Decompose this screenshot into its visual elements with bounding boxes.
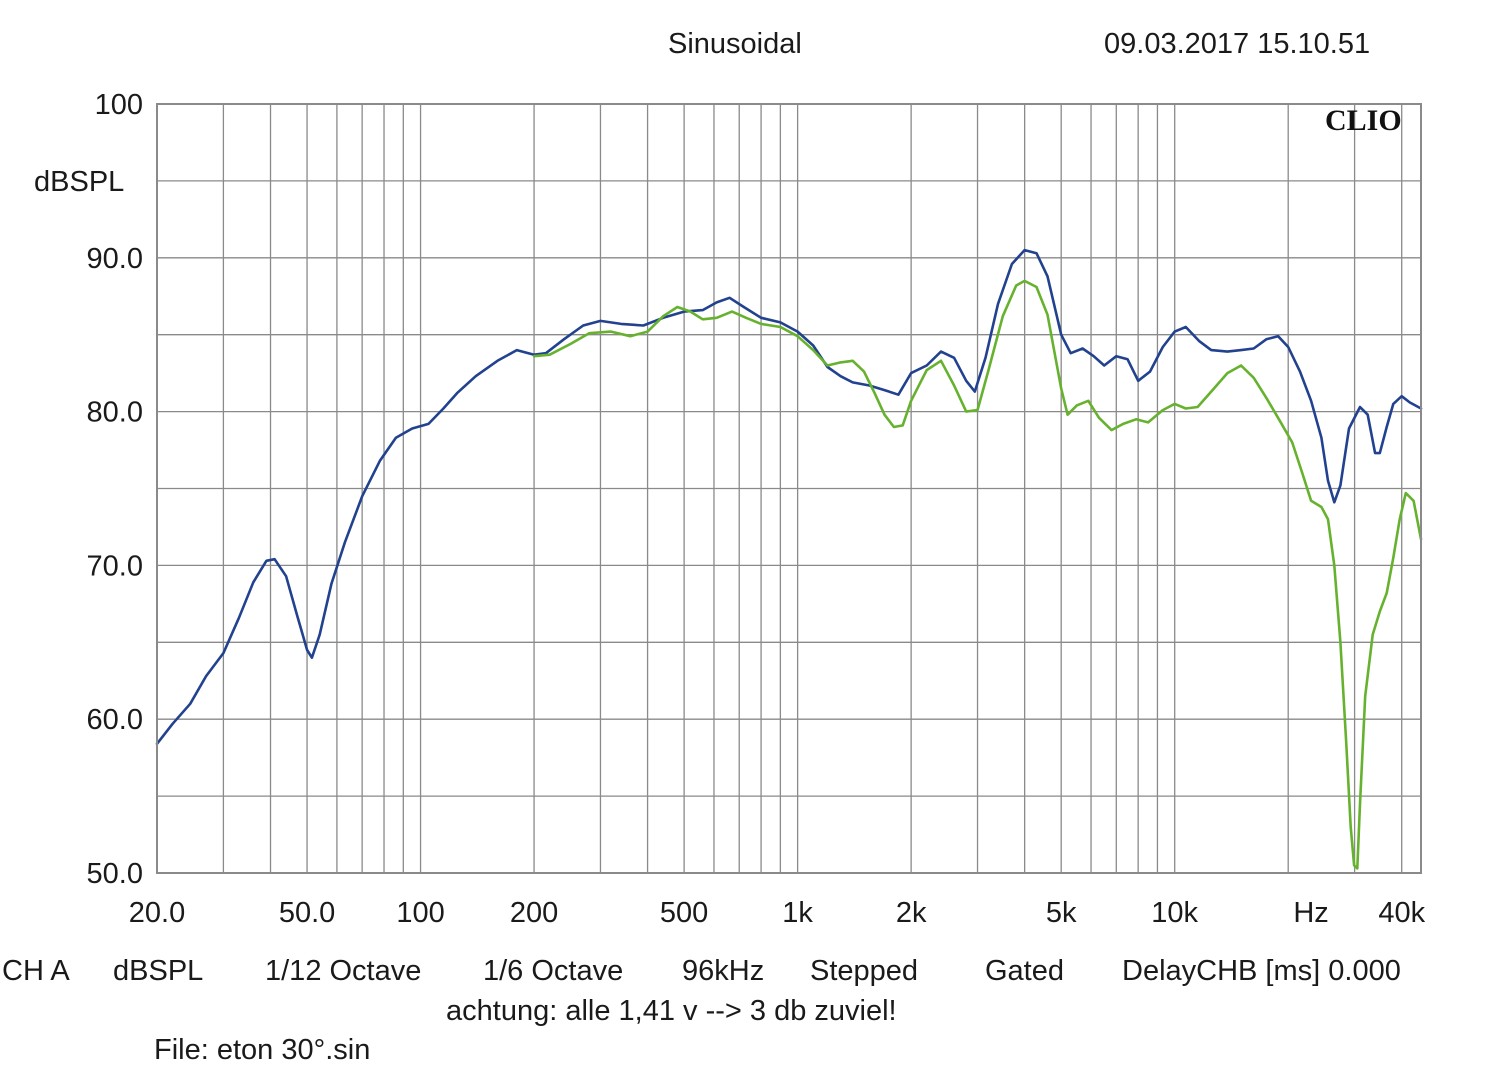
series-line-2 (532, 279, 1423, 870)
x-tick-label: 5k (1046, 897, 1077, 929)
y-tick-label: 70.0 (87, 550, 143, 582)
x-tick-label: 20.0 (129, 897, 185, 929)
y-tick-labels: 100 90.0 80.0 70.0 60.0 50.0 (87, 89, 143, 890)
y-tick-label: 100 (95, 89, 143, 121)
setting-stepped: Stepped (810, 955, 919, 987)
y-tick-label: 90.0 (87, 243, 143, 275)
x-tick-label: 10k (1151, 897, 1198, 929)
setting-unit: dBSPL (113, 955, 204, 987)
x-tick-label: 2k (896, 897, 927, 929)
grid-lines (157, 104, 1421, 873)
setting-delay: DelayCHB [ms] 0.000 (1122, 955, 1401, 987)
setting-resolution: 1/12 Octave (265, 955, 422, 987)
setting-samplerate: 96kHz (682, 955, 765, 987)
x-tick-label: 1k (782, 897, 813, 929)
plot-curves (155, 248, 1423, 870)
y-tick-label: 50.0 (87, 858, 143, 890)
setting-channel: CH A (2, 955, 70, 987)
y-axis-unit: dBSPL (34, 166, 125, 198)
x-tick-label: 100 (396, 897, 444, 929)
series-line-1 (155, 248, 1423, 746)
x-tick-label: 50.0 (279, 897, 335, 929)
setting-smoothing: 1/6 Octave (483, 955, 624, 987)
measurement-mode: Sinusoidal (668, 28, 802, 60)
x-tick-label: 500 (660, 897, 708, 929)
brand-logo: CLIO (1325, 104, 1402, 137)
setting-gated: Gated (985, 955, 1064, 987)
plot-frame (156, 103, 1422, 874)
measurement-datetime: 09.03.2017 15.10.51 (1104, 28, 1371, 60)
x-tick-label: Hz (1293, 897, 1328, 929)
y-tick-label: 80.0 (87, 397, 143, 429)
x-tick-label: 200 (510, 897, 558, 929)
footer-note: achtung: alle 1,41 v --> 3 db zuviel! (446, 995, 897, 1027)
x-tick-label: 40k (1378, 897, 1425, 929)
x-tick-labels: 20.0 50.0 100 200 500 1k 2k 5k 10k Hz 40k (129, 897, 1426, 929)
y-tick-label: 60.0 (87, 704, 143, 736)
footer-file: File: eton 30°.sin (154, 1034, 371, 1066)
